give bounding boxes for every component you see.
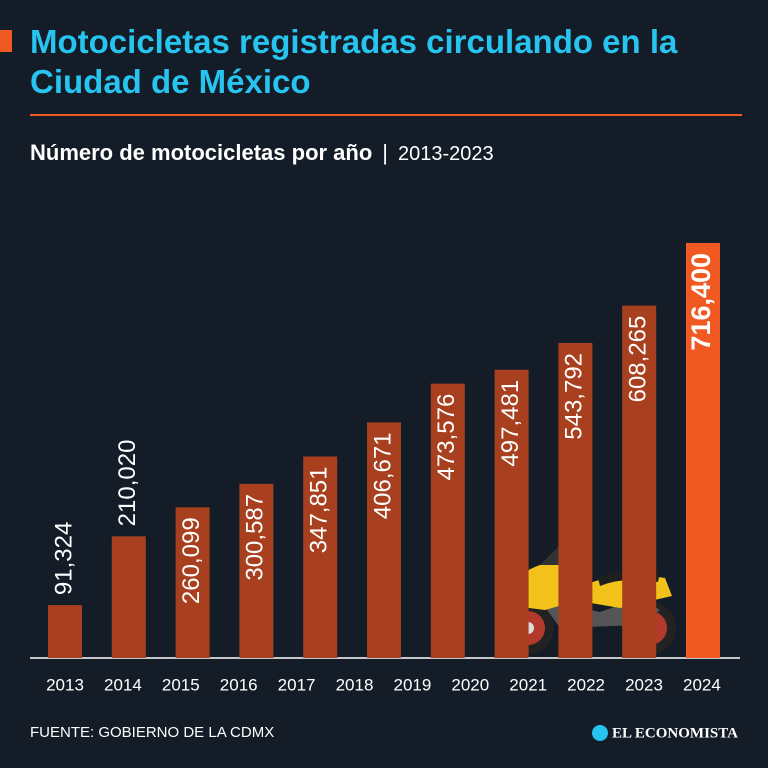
x-tick-label: 2022 <box>567 675 605 694</box>
x-tick-label: 2019 <box>393 675 431 694</box>
x-tick-label: 2015 <box>162 675 200 694</box>
bar <box>494 369 529 658</box>
bar <box>430 383 465 658</box>
bar <box>622 305 657 658</box>
bar <box>367 422 401 658</box>
x-tick-label: 2016 <box>220 675 258 694</box>
x-tick-label: 2018 <box>336 675 374 694</box>
bar <box>239 483 274 658</box>
title-marker <box>0 30 12 52</box>
bar <box>111 536 146 658</box>
bar <box>686 242 720 658</box>
value-label: 608,265 <box>625 316 652 403</box>
subtitle-row: Número de motocicletas por año | 2013-2023 <box>30 140 494 166</box>
x-tick-label: 2024 <box>683 675 721 694</box>
value-label: 543,792 <box>561 353 588 440</box>
brand-icon <box>592 725 608 741</box>
separator: | <box>382 140 389 165</box>
bar <box>175 507 210 658</box>
value-label: 406,671 <box>369 432 396 519</box>
subtitle: Número de motocicletas por año <box>30 140 373 165</box>
value-label: 473,576 <box>433 394 460 481</box>
title-rule <box>30 114 742 116</box>
value-label: 716,400 <box>686 253 716 351</box>
value-label: 497,481 <box>497 380 524 467</box>
bar <box>558 342 593 658</box>
x-tick-label: 2023 <box>625 675 663 694</box>
value-label: 91,324 <box>50 522 77 595</box>
x-tick-label: 2013 <box>46 675 84 694</box>
x-tick-label: 2020 <box>451 675 489 694</box>
value-label: 300,587 <box>242 494 269 581</box>
source: FUENTE: GOBIERNO DE LA CDMX <box>30 724 274 741</box>
value-label: 260,099 <box>178 517 205 604</box>
x-tick-label: 2014 <box>104 675 142 694</box>
bar <box>303 456 338 658</box>
chart-title: Motocicletas registradas circulando en l… <box>30 23 678 100</box>
bar <box>48 605 82 658</box>
x-tick-label: 2021 <box>509 675 547 694</box>
value-label: 210,020 <box>114 440 141 527</box>
value-label: 347,851 <box>306 466 333 553</box>
x-tick-label: 2017 <box>278 675 316 694</box>
period: 2013-2023 <box>398 143 494 165</box>
brand: EL ECONOMISTA <box>612 725 738 741</box>
